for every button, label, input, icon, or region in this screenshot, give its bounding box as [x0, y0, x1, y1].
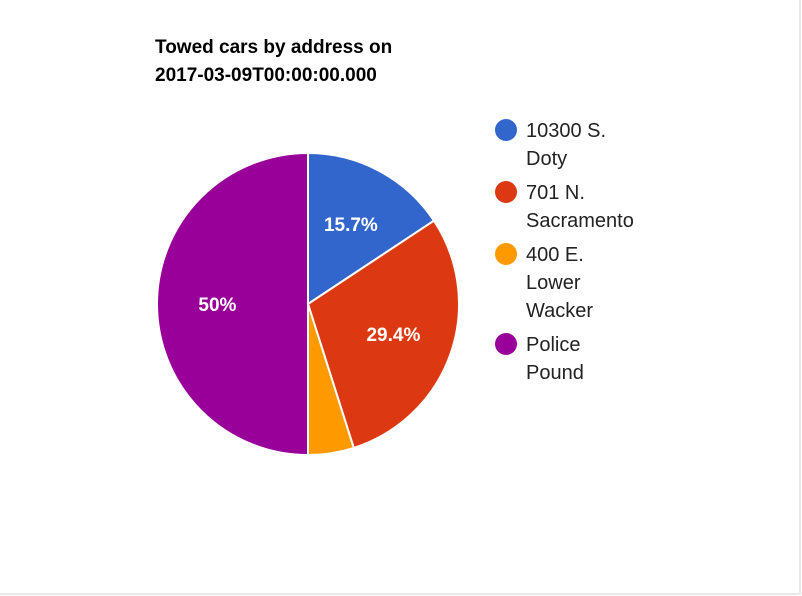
chart-legend: 10300 S. Doty 701 N. Sacramento 400 E. Lower W…: [494, 117, 674, 393]
chart-title: Towed cars by address on 2017-03-09T00:0…: [155, 34, 485, 90]
slice-data-label: 15.7%: [324, 215, 378, 236]
legend-marker-icon: [495, 119, 517, 141]
slice-data-label: 29.4%: [366, 325, 420, 346]
legend-marker-icon: [495, 243, 517, 265]
chart-title-line-2: 2017-03-09T00:00:00.000: [155, 65, 377, 86]
pie-slice[interactable]: [307, 219, 460, 449]
legend-label: 701 N.: [526, 182, 585, 204]
legend-item[interactable]: Police Pound: [494, 331, 674, 387]
chart-title-line-1: Towed cars by address on: [155, 37, 393, 58]
legend-label: Lower: [526, 272, 581, 294]
legend-item[interactable]: 701 N. Sacramento: [494, 179, 674, 235]
legend-label: Pound: [526, 362, 584, 384]
legend-label: 400 E.: [526, 244, 584, 266]
legend-label: Wacker: [526, 300, 594, 322]
legend-label: Sacramento: [526, 210, 634, 232]
legend-label: Police: [526, 334, 581, 356]
legend-label: Doty: [526, 148, 568, 170]
legend-item[interactable]: 400 E. Lower Wacker: [494, 241, 674, 325]
pie-slice[interactable]: [156, 152, 309, 456]
slice-data-label: 50%: [198, 295, 236, 316]
legend-marker-icon: [495, 181, 517, 203]
legend-marker-icon: [495, 333, 517, 355]
legend-label: 10300 S.: [526, 120, 607, 142]
legend-item[interactable]: 10300 S. Doty: [494, 117, 674, 173]
pie-slice[interactable]: [307, 152, 435, 305]
